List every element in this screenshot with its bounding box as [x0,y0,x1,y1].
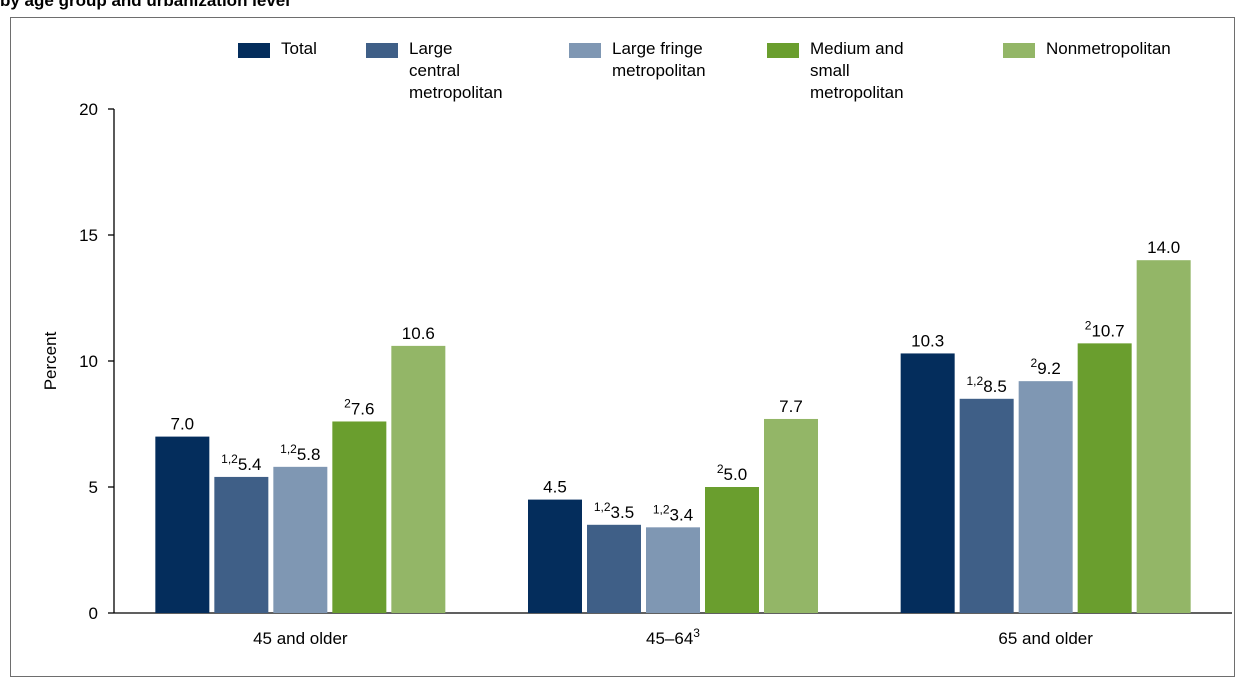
bar [273,466,328,613]
legend-label-total: Total [281,39,317,58]
chart-title: by age group and urbanization level [0,0,290,10]
bar [959,398,1014,613]
y-tick-label: 0 [89,604,98,623]
bar [587,524,641,613]
data-label: 10.6 [402,324,435,343]
data-label: 1,23.4 [653,502,693,524]
legend-label-medium-small: Medium and small metropolitan [810,39,904,102]
y-axis-label: Percent [41,331,60,390]
data-label: 210.7 [1085,318,1125,340]
data-label: 14.0 [1147,238,1180,257]
y-tick-label: 5 [89,478,98,497]
bar [528,499,582,613]
bar [332,421,387,613]
bar [900,353,955,613]
y-tick-label: 10 [79,352,98,371]
bar [764,418,818,613]
legend-swatch-large-central [366,43,398,58]
bar [1018,381,1073,613]
data-label: 7.0 [171,415,195,434]
x-tick-label: 45–643 [646,626,700,648]
bar [646,527,700,613]
data-label: 7.7 [779,397,803,416]
legend-swatch-medium-small [767,43,799,58]
bar [1136,260,1191,613]
data-label: 1,28.5 [967,374,1007,396]
data-label: 29.2 [1031,356,1061,378]
bar [391,345,446,613]
x-tick-label: 45 and older [253,629,348,648]
data-label: 1,23.5 [594,500,634,522]
legend-label-large-fringe: Large fringe metropolitan [612,39,706,80]
data-label: 27.6 [344,396,374,418]
legend-label-large-central: Large central metropolitan [409,39,503,102]
y-tick-label: 20 [79,100,98,119]
y-tick-label: 15 [79,226,98,245]
legend-swatch-nonmetro [1003,43,1035,58]
bar [155,436,210,613]
legend-swatch-large-fringe [569,43,601,58]
bar [1077,343,1132,613]
legend-swatch-total [238,43,270,58]
data-label: 10.3 [911,331,944,350]
data-label: 25.0 [717,462,747,484]
legend-label-nonmetro: Nonmetropolitan [1046,39,1171,58]
x-tick-label: 65 and older [998,629,1093,648]
data-label: 1,25.4 [221,452,261,474]
data-label: 1,25.8 [280,442,320,464]
bar [705,487,759,613]
bar [214,476,269,613]
data-label: 4.5 [543,478,567,497]
